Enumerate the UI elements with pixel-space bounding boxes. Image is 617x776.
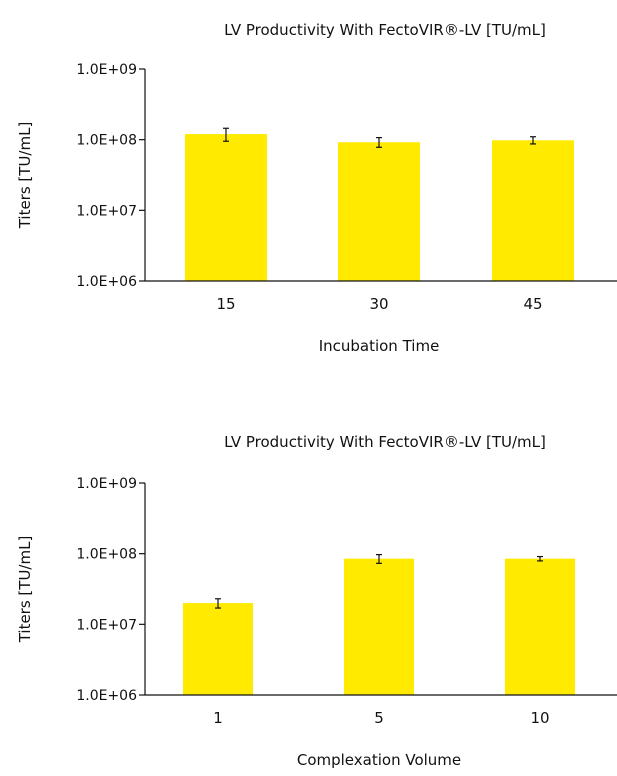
y-tick-label: 1.0E+09	[76, 476, 137, 492]
chart-title: LV Productivity With FectoVIR®-LV [TU/mL…	[224, 21, 546, 39]
bar	[492, 140, 574, 281]
y-tick-label: 1.0E+06	[76, 688, 137, 704]
chart-marks: 1.0E+06 1.0E+07 1.0E+08 1.0E+09 1 5 10	[76, 476, 617, 727]
x-tick-label: 10	[530, 709, 549, 727]
bar	[505, 558, 575, 695]
chart-marks: 1.0E+06 1.0E+07 1.0E+08 1.0E+09 15 30 45	[76, 62, 617, 313]
x-tick-label: 45	[523, 295, 542, 313]
y-tick-label: 1.0E+07	[76, 617, 137, 633]
chart-title: LV Productivity With FectoVIR®-LV [TU/mL…	[224, 433, 546, 451]
chart-complexation-volume: LV Productivity With FectoVIR®-LV [TU/mL…	[16, 433, 617, 769]
y-tick-label: 1.0E+07	[76, 203, 137, 219]
x-tick-label: 1	[213, 709, 223, 727]
y-tick-label: 1.0E+06	[76, 274, 137, 290]
x-axis-label: Complexation Volume	[297, 751, 461, 769]
y-tick-label: 1.0E+08	[76, 133, 137, 149]
y-tick-label: 1.0E+08	[76, 547, 137, 563]
x-tick-label: 15	[216, 295, 235, 313]
x-axis-label: Incubation Time	[319, 337, 440, 355]
y-axis-label: Titers [TU/mL]	[16, 122, 34, 230]
chart-incubation-time: LV Productivity With FectoVIR®-LV [TU/mL…	[16, 21, 617, 355]
bar	[185, 134, 267, 281]
x-tick-label: 5	[374, 709, 384, 727]
bar	[183, 603, 253, 695]
bar	[338, 142, 420, 281]
y-tick-label: 1.0E+09	[76, 62, 137, 78]
bar	[344, 558, 414, 695]
y-axis-label: Titers [TU/mL]	[16, 536, 34, 644]
x-tick-label: 30	[369, 295, 388, 313]
